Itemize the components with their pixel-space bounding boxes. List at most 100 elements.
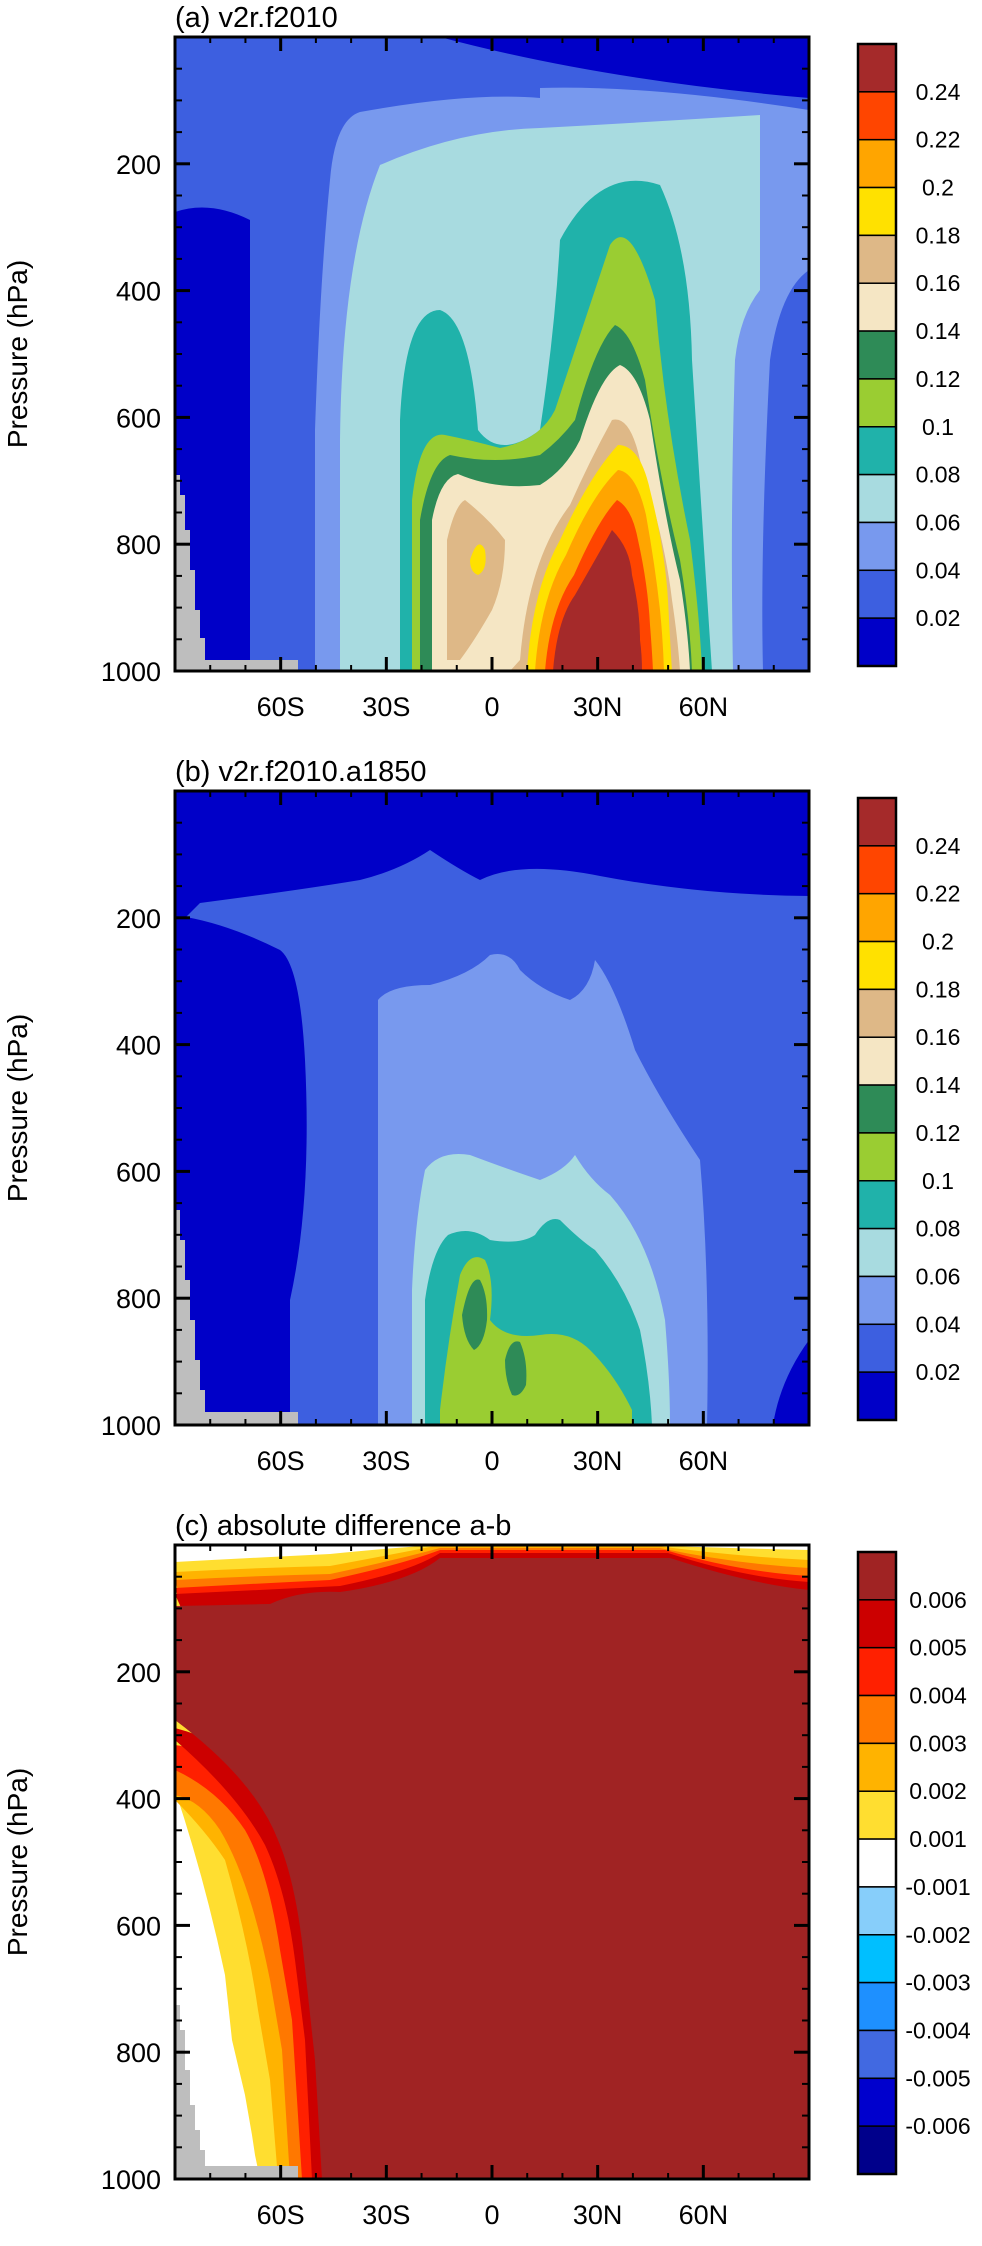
panel-a-x-tick-label: 0 <box>484 692 499 722</box>
panel-c-colorbar-box <box>857 2125 897 2175</box>
panel-c-x-tick-label: 0 <box>484 2200 499 2230</box>
panel-a-colorbar-box <box>857 473 897 524</box>
panel-b-y-tick-label: 400 <box>116 1031 161 1061</box>
panel-c-colorbar-box <box>857 1838 897 1888</box>
panel-a-colorbar-label: 0.02 <box>916 605 961 631</box>
panel-c-colorbar-label: -0.005 <box>905 2065 970 2091</box>
panel-c: (c) absolute difference a-b 60S 30S 0 30N 60… <box>2 1510 971 2230</box>
panel-b-y-tick-label: 200 <box>116 904 161 934</box>
panel-c-colorbar-label: 0.003 <box>909 1730 967 1756</box>
panel-c-colorbar-box <box>857 1551 897 1601</box>
panel-a-colorbar-label: 0.08 <box>916 462 961 488</box>
panel-b-x-tick-label: 60S <box>257 1446 305 1476</box>
panel-a-colorbar-label: 0.1 <box>922 414 954 440</box>
panel-a-colorbar-box <box>857 234 897 284</box>
panel-b-x-tick-label: 60N <box>679 1446 729 1476</box>
panel-b-colorbar-label: 0.02 <box>916 1359 961 1385</box>
panel-c-colorbar-box <box>857 1599 897 1649</box>
panel-a-colorbar-box <box>857 521 897 572</box>
panel-a-axes: 60S 30S 0 30N 60N 200 400 600 800 1000 <box>101 37 809 722</box>
panel-b-colorbar-box <box>857 1132 897 1182</box>
panel-b-colorbar-box <box>857 988 897 1038</box>
panel-c-colorbar-box <box>857 1934 897 1984</box>
panel-b-title: (b) v2r.f2010.a1850 <box>175 756 427 788</box>
panel-b-x-tick-label: 30N <box>573 1446 623 1476</box>
panel-a-y-tick-label: 1000 <box>101 657 161 687</box>
panel-c-y-axis-label: Pressure (hPa) <box>2 1768 33 1956</box>
panel-c-colorbar-label: 0.005 <box>909 1635 967 1661</box>
panel-a-colorbar-label: 0.12 <box>916 366 961 392</box>
panel-c-y-tick-label: 600 <box>116 1911 161 1941</box>
panel-a-title: (a) v2r.f2010 <box>175 2 338 34</box>
panel-c-colorbar-label: 0.006 <box>909 1587 967 1613</box>
panel-c-y-tick-label: 800 <box>116 2038 161 2068</box>
panel-b-colorbar-label: 0.12 <box>916 1120 961 1146</box>
panel-b-colorbar-label: 0.14 <box>916 1072 961 1098</box>
panel-a-y-tick-label: 200 <box>116 150 161 180</box>
panel-b-colorbar-box <box>857 1227 897 1278</box>
panel-b-colorbar: 0.24 0.22 0.2 0.18 0.16 0.14 0.12 0.1 0.08 0.06 0.… <box>856 796 961 1422</box>
panel-b-colorbar-box <box>857 1084 897 1134</box>
panel-b-colorbar-box <box>857 892 897 943</box>
panel-a-colorbar-box <box>857 569 897 619</box>
panel-a-y-axis-label: Pressure (hPa) <box>2 260 33 448</box>
panel-a-colorbar-frame <box>856 42 898 668</box>
panel-a-colorbar-box <box>857 138 897 189</box>
panel-a-colorbar-label: 0.18 <box>916 222 961 248</box>
panel-b-colorbar-box <box>857 845 897 895</box>
panel-c-colorbar-box <box>857 1790 897 1840</box>
panel-a-colorbar-box <box>857 378 897 428</box>
panel-c-colorbar-label: -0.002 <box>905 1922 970 1948</box>
panel-a-colorbar-box <box>857 282 897 332</box>
panel-a-colorbar-label: 0.06 <box>916 509 961 535</box>
panel-b-x-tick-label: 30S <box>362 1446 410 1476</box>
panel-b-colorbar-box <box>857 1371 897 1421</box>
panel-b-colorbar-box <box>857 1180 897 1230</box>
panel-c-colorbar-label: -0.004 <box>905 2017 970 2043</box>
panel-b-x-tick-label: 0 <box>484 1446 499 1476</box>
panel-c-level-6 <box>175 1558 809 2179</box>
panel-a-colorbar-box <box>857 330 897 380</box>
panel-c-colorbar: 0.006 0.005 0.004 0.003 0.002 0.001 -0.001 -0.0… <box>856 1550 971 2176</box>
panel-b-colorbar-box <box>857 1323 897 1373</box>
panel-a-colorbar-label: 0.14 <box>916 318 961 344</box>
panel-c-colorbar-box <box>857 2029 897 2080</box>
panel-b-y-tick-label: 800 <box>116 1284 161 1314</box>
panel-c-y-tick-label: 1000 <box>101 2165 161 2195</box>
panel-a-y-tick-label: 800 <box>116 530 161 560</box>
panel-c-x-tick-label: 30N <box>573 2200 623 2230</box>
panel-a-colorbar-label: 0.24 <box>916 79 961 105</box>
panel-a-colorbar: 0.24 0.22 0.2 0.18 0.16 0.14 0.12 0.1 0.08 0.06 0.… <box>856 42 961 668</box>
panel-c-colorbar-label: 0.001 <box>909 1826 967 1852</box>
panel-b-colorbar-label: 0.24 <box>916 833 961 859</box>
panel-b-colorbar-label: 0.18 <box>916 976 961 1002</box>
panel-c-colorbar-box <box>857 2077 897 2127</box>
panel-a-colorbar-box <box>857 426 897 476</box>
panel-c-title: (c) absolute difference a-b <box>175 1510 511 1542</box>
panel-b-colorbar-label: 0.06 <box>916 1263 961 1289</box>
panel-a-x-tick-label: 30S <box>362 692 410 722</box>
panel-c-colorbar-frame <box>856 1550 898 2176</box>
panel-b-y-axis-label: Pressure (hPa) <box>2 1014 33 1202</box>
panel-a-x-tick-label: 30N <box>573 692 623 722</box>
panel-a-y-tick-label: 400 <box>116 277 161 307</box>
panel-b-colorbar-box <box>857 940 897 991</box>
panel-a-colorbar-label: 0.16 <box>916 270 961 296</box>
panel-a-colorbar-box <box>857 91 897 141</box>
panel-c-land-mask <box>175 2005 298 2179</box>
panel-c-colorbar-box <box>857 1981 897 2032</box>
panel-a-colorbar-box <box>857 43 897 93</box>
panel-c-colorbar-label: -0.003 <box>905 1970 970 1996</box>
panel-b-y-tick-label: 1000 <box>101 1411 161 1441</box>
panel-a-colorbar-label: 0.22 <box>916 127 961 153</box>
panel-b-land-mask <box>175 1210 298 1425</box>
panel-c-colorbar-label: 0.002 <box>909 1778 967 1804</box>
panel-b-colorbar-box <box>857 797 897 847</box>
panel-c-x-tick-label: 60S <box>257 2200 305 2230</box>
panel-a-level-12 <box>553 530 642 671</box>
panel-a-land-mask <box>175 475 298 671</box>
panel-a-y-tick-label: 600 <box>116 403 161 433</box>
panel-b-colorbar-label: 0.16 <box>916 1024 961 1050</box>
panel-c-colorbar-box <box>857 1742 897 1792</box>
